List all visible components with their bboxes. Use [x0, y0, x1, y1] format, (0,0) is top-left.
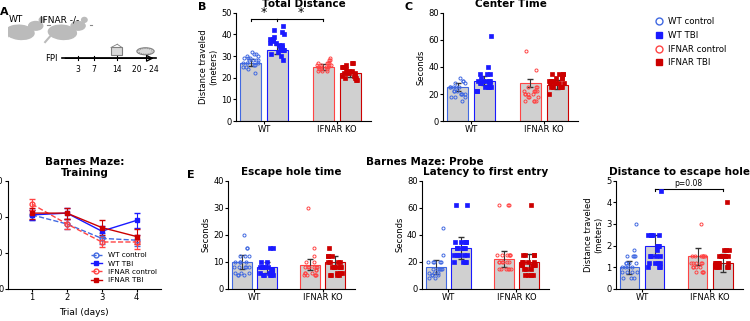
Bar [240, 63, 261, 121]
Y-axis label: Seconds: Seconds [416, 49, 425, 85]
Bar [426, 267, 445, 289]
Text: C: C [405, 2, 413, 12]
Bar [300, 265, 320, 289]
Bar [688, 256, 707, 289]
Text: B: B [198, 2, 206, 12]
X-axis label: Trial (days): Trial (days) [59, 308, 110, 317]
Bar [313, 67, 334, 121]
Text: 14: 14 [112, 65, 122, 74]
Title: Barnes Maze:
Training: Barnes Maze: Training [45, 157, 124, 178]
Bar [326, 262, 345, 289]
Bar [494, 259, 514, 289]
FancyBboxPatch shape [111, 48, 122, 55]
Title: Distance to escape hole: Distance to escape hole [608, 167, 749, 177]
Title: Escape hole time: Escape hole time [242, 167, 342, 177]
Text: IFNAR -/-: IFNAR -/- [40, 15, 79, 24]
Text: E: E [188, 170, 195, 180]
Bar [447, 87, 468, 121]
Text: 3: 3 [76, 65, 80, 74]
Ellipse shape [137, 48, 154, 55]
Text: WT: WT [8, 15, 22, 24]
Bar [645, 246, 664, 289]
Text: p=0.08: p=0.08 [674, 179, 703, 188]
Ellipse shape [82, 17, 87, 22]
Text: FPI: FPI [45, 54, 58, 63]
Text: *: * [297, 6, 304, 19]
Bar [547, 84, 568, 121]
Ellipse shape [49, 25, 76, 39]
Text: 7: 7 [92, 65, 96, 74]
Ellipse shape [71, 22, 86, 30]
Bar [340, 74, 361, 121]
Ellipse shape [6, 25, 34, 39]
Text: *: * [261, 6, 267, 19]
Bar [712, 263, 733, 289]
Y-axis label: Seconds: Seconds [395, 217, 404, 252]
Bar [520, 83, 541, 121]
Ellipse shape [28, 22, 43, 30]
Y-axis label: Distance traveled
(meters): Distance traveled (meters) [584, 197, 603, 272]
Bar [519, 262, 538, 289]
Title: Center Time: Center Time [475, 0, 547, 9]
Y-axis label: Seconds: Seconds [202, 217, 211, 252]
Y-axis label: Distance traveled
(meters): Distance traveled (meters) [199, 30, 218, 104]
Title: Total Distance: Total Distance [262, 0, 346, 9]
Text: Barnes Maze: Probe: Barnes Maze: Probe [366, 157, 484, 167]
Bar [267, 50, 288, 121]
Text: 20 - 24: 20 - 24 [132, 65, 159, 74]
Text: A: A [0, 7, 8, 17]
Bar [620, 267, 639, 289]
Legend: WT control, WT TBI, IFNAR control, IFNAR TBI: WT control, WT TBI, IFNAR control, IFNAR… [91, 252, 157, 283]
Ellipse shape [39, 17, 45, 22]
Title: Latency to first entry: Latency to first entry [423, 167, 548, 177]
Legend: WT control, WT TBI, IFNAR control, IFNAR TBI: WT control, WT TBI, IFNAR control, IFNAR… [654, 17, 726, 67]
Bar [474, 81, 495, 121]
Bar [257, 267, 277, 289]
Bar [451, 248, 471, 289]
Bar [232, 262, 252, 289]
